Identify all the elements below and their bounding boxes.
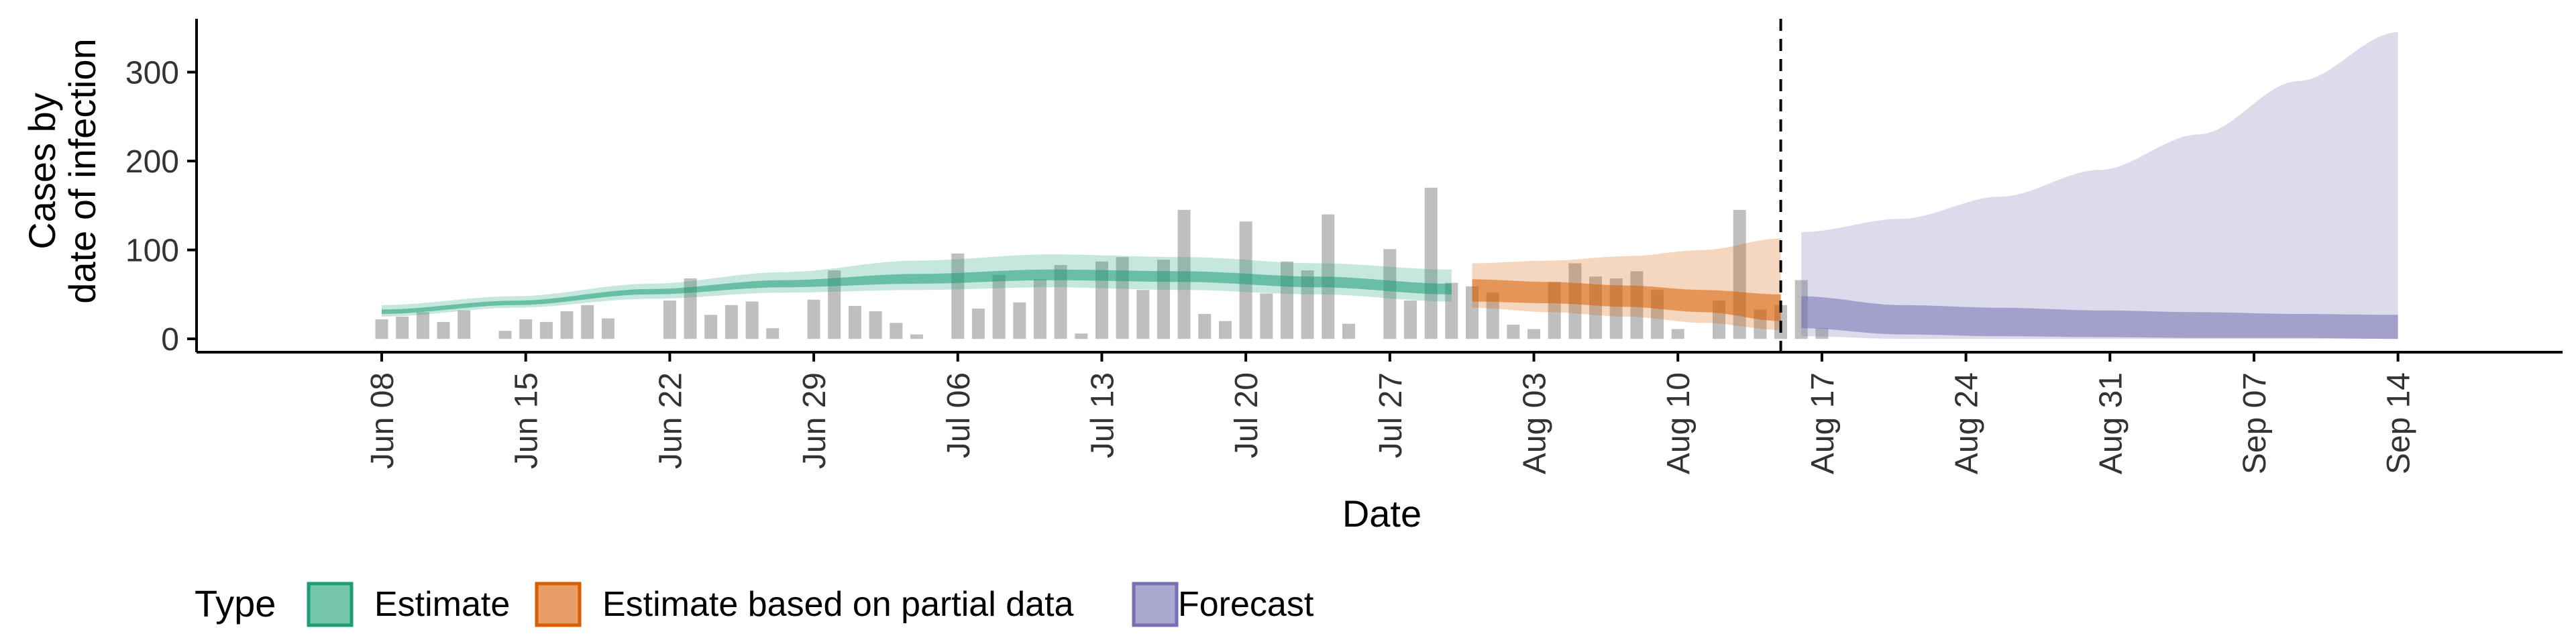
observed-case-bar <box>1507 324 1520 339</box>
observed-case-bar <box>498 331 512 339</box>
observed-case-bar <box>1095 261 1108 339</box>
observed-case-bar <box>1424 187 1438 339</box>
x-tick-label: Aug 31 <box>2093 372 2129 474</box>
observed-case-bar <box>1404 301 1417 339</box>
observed-case-bar <box>848 306 861 339</box>
x-tick-label: Aug 24 <box>1949 372 1985 474</box>
observed-case-bar <box>1054 265 1067 339</box>
observed-case-bar <box>1075 333 1088 339</box>
x-tick-label: Jun 29 <box>797 372 833 469</box>
observed-case-bar <box>1815 328 1829 339</box>
ribbon-outer-estimate <box>382 254 1452 317</box>
observed-case-bar <box>375 319 388 339</box>
y-axis-title-line-1: Cases by <box>21 93 63 249</box>
legend-item-partial: Estimate based on partial data <box>535 582 1074 627</box>
observed-case-bar <box>1383 249 1397 339</box>
observed-case-bar <box>992 274 1006 339</box>
x-tick-label: Jun 22 <box>653 372 688 469</box>
observed-case-bar <box>560 311 574 339</box>
observed-case-bar <box>1301 270 1314 339</box>
y-tick-label: 0 <box>161 322 179 358</box>
observed-case-bar <box>828 270 841 339</box>
legend-title: Type <box>195 582 276 625</box>
observed-case-bar <box>663 301 676 339</box>
y-tick-label: 200 <box>125 144 179 180</box>
ribbon-inner-estimate <box>382 269 1452 314</box>
plot-area <box>375 19 2398 352</box>
y-tick-label: 300 <box>125 56 179 91</box>
legend-key-forecast <box>1132 582 1179 627</box>
observed-case-bar <box>890 323 903 339</box>
x-tick-label: Jun 15 <box>509 372 545 469</box>
x-tick-label: Aug 03 <box>1517 372 1553 474</box>
observed-case-bar <box>1219 321 1232 339</box>
legend-item-estimate: Estimate <box>307 582 510 627</box>
observed-case-bar <box>396 317 409 339</box>
observed-case-bar <box>766 328 780 339</box>
observed-case-bar <box>704 315 718 339</box>
x-tick-label: Jul 13 <box>1085 372 1121 458</box>
x-tick-label: Sep 14 <box>2381 372 2417 474</box>
observed-case-bar <box>1445 282 1458 339</box>
observed-case-bar <box>539 321 553 339</box>
observed-case-bar <box>519 319 533 339</box>
x-tick-label: Jul 20 <box>1229 372 1265 458</box>
observed-case-bar <box>724 305 738 339</box>
observed-case-bar <box>1198 314 1212 339</box>
ribbon-inner-forecast <box>1801 296 2398 339</box>
observed-case-bar <box>601 318 614 339</box>
legend-key-estimate <box>307 582 354 627</box>
legend-label-partial: Estimate based on partial data <box>602 585 1074 624</box>
observed-case-bar <box>1033 279 1046 339</box>
observed-case-bar <box>684 278 697 339</box>
legend-key-partial <box>535 582 582 627</box>
observed-case-bar <box>1671 329 1684 339</box>
observed-case-bar <box>1486 292 1499 339</box>
x-tick-label: Jul 06 <box>941 372 977 458</box>
x-axis-title: Date <box>1342 492 1421 535</box>
observed-case-bar <box>416 312 429 339</box>
legend-item-forecast: Forecast <box>1132 582 1314 627</box>
observed-case-bar <box>1322 214 1335 339</box>
observed-case-bar <box>807 299 820 339</box>
axes: 0 100 200 300 Jun 08 Jun 15 Jun 22 Jun 29 Jul 06… <box>125 19 2563 474</box>
observed-case-bar <box>581 305 594 339</box>
x-tick-label: Jun 08 <box>365 372 400 469</box>
x-tick-label: Aug 17 <box>1805 372 1841 474</box>
y-tick-label: 100 <box>125 233 179 269</box>
observed-case-bar <box>1342 323 1355 339</box>
ribbon-inner-estimate-based-on-partial-data <box>1472 279 1781 321</box>
x-tick-label: Sep 07 <box>2237 372 2273 474</box>
observed-case-bar <box>1136 290 1150 339</box>
observed-case-bar <box>910 334 923 339</box>
legend-label-forecast: Forecast <box>1178 585 1314 624</box>
observed-case-bar <box>1527 329 1540 339</box>
observed-case-bar <box>869 311 882 339</box>
y-axis-title-line-2: date of infection <box>61 38 103 303</box>
observed-case-bar <box>745 301 759 339</box>
x-tick-label: Jul 27 <box>1373 372 1409 458</box>
observed-case-bar <box>1260 293 1273 339</box>
legend: Type Estimate Estimate based on partial … <box>195 582 1314 627</box>
ribbon-outer-forecast <box>1801 32 2398 339</box>
observed-case-bar <box>437 321 450 339</box>
observed-case-bar <box>1013 302 1026 339</box>
x-tick-label: Aug 10 <box>1661 372 1697 474</box>
legend-label-estimate: Estimate <box>374 585 510 624</box>
observed-case-bar <box>458 310 471 339</box>
observed-case-bar <box>971 309 985 339</box>
